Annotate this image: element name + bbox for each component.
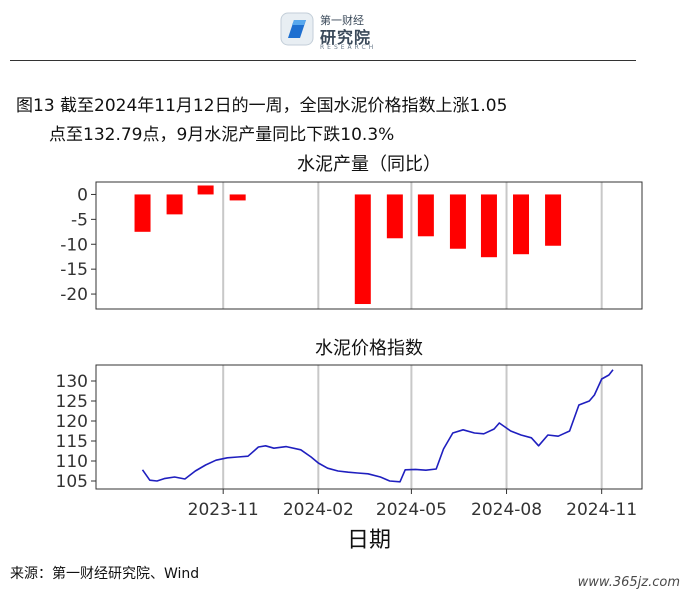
bar-2023-09 [166, 194, 183, 215]
line-ytick-label: 130 [56, 372, 88, 392]
x-axis-label: 日期 [346, 528, 391, 553]
logo-small-text: 第一财经 [320, 14, 364, 27]
line-ytick-label: 105 [56, 472, 88, 492]
bar-panel-title: 水泥产量（同比） [297, 154, 441, 175]
logo: 第一财经 研究院 RESEARCH [280, 10, 390, 51]
watermark: www.365jz.com [577, 575, 680, 590]
bar-2024-08 [513, 194, 530, 255]
source-note: 来源：第一财经研究院、Wind [10, 566, 200, 582]
line-ytick-label: 115 [56, 432, 88, 452]
bar-2024-03 [354, 194, 371, 305]
logo-main-text: 研究院 [320, 28, 372, 47]
xtick-label: 2024-08 [471, 500, 542, 520]
xtick-label: 2024-11 [566, 500, 637, 520]
figure-title: 图13 截至2024年11月12日的一周，全国水泥价格指数上涨1.05 点至13… [16, 92, 656, 150]
line-panel-frame [95, 364, 643, 490]
figure-title-line2: 点至132.79点，9月水泥产量同比下跌10.3% [49, 125, 395, 145]
line-ytick-label: 120 [56, 412, 88, 432]
bar-2023-11 [229, 194, 246, 201]
bar-ytick-label: -5 [71, 210, 88, 230]
bar-2023-10 [197, 185, 214, 195]
xtick-label: 2024-05 [376, 500, 447, 520]
xtick-label: 2023-11 [188, 500, 259, 520]
logo-mark-icon [280, 12, 314, 46]
bar-ytick-label: -10 [60, 235, 88, 255]
line-ytick-label: 125 [56, 392, 88, 412]
bar-2024-04 [386, 194, 403, 239]
bar-2024-09 [545, 194, 562, 246]
bar-2024-06 [449, 194, 466, 249]
bar-panel-frame [95, 181, 643, 310]
bar-ytick-label: -20 [60, 285, 88, 305]
header-divider [10, 60, 636, 61]
bar-ytick-label: -15 [60, 260, 88, 280]
xtick-label: 2024-02 [283, 500, 354, 520]
line-ytick-label: 110 [56, 452, 88, 472]
bar-2023-08 [134, 194, 151, 232]
price-index-line [141, 369, 614, 483]
bar-ytick-label: 0 [77, 185, 88, 205]
bar-2024-07 [480, 194, 497, 258]
bar-2024-05 [417, 194, 434, 237]
logo-en-text: RESEARCH [320, 44, 377, 51]
figure-title-line1: 图13 截至2024年11月12日的一周，全国水泥价格指数上涨1.05 [16, 96, 508, 116]
line-panel-title: 水泥价格指数 [315, 338, 423, 359]
